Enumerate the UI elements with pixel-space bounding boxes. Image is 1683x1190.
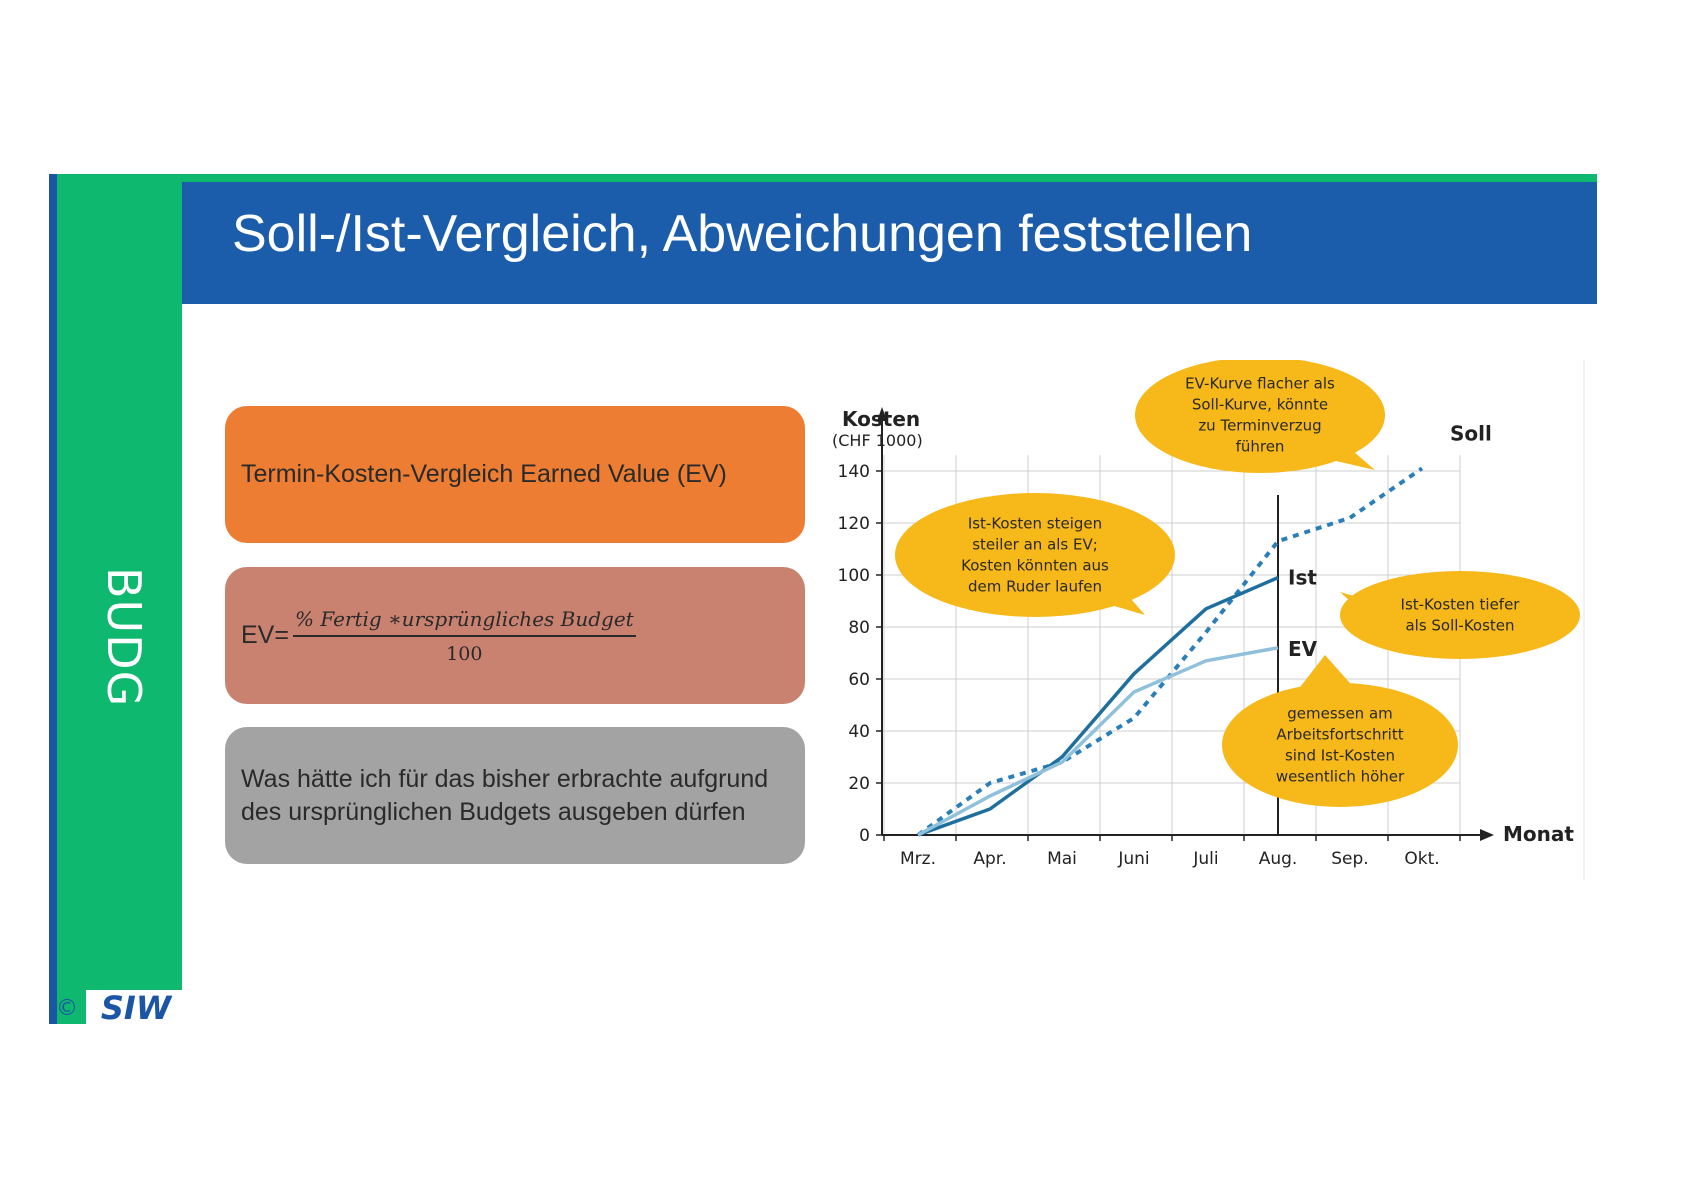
x-axis-title: Monat bbox=[1503, 822, 1574, 846]
callout-arbeit: gemessen am Arbeitsfortschritt sind Ist-Ko… bbox=[1222, 655, 1458, 807]
y-tick-label: 140 bbox=[838, 462, 870, 482]
series-line-ev bbox=[917, 646, 1279, 837]
x-tick-label: Sep. bbox=[1331, 849, 1368, 869]
ev-definition-box: Termin-Kosten-Vergleich Earned Value (EV… bbox=[225, 406, 805, 543]
callout-text-line: führen bbox=[1236, 438, 1285, 456]
side-label: BUDG bbox=[97, 567, 151, 708]
callout-text-line: Soll-Kurve, könnte bbox=[1192, 396, 1328, 414]
y-axis-unit: (CHF 1000) bbox=[832, 431, 923, 450]
callout-text-line: sind Ist-Kosten bbox=[1285, 747, 1395, 765]
y-tick-label: 60 bbox=[848, 670, 870, 690]
callout-text-line: EV-Kurve flacher als bbox=[1185, 375, 1335, 393]
x-tick-label: Mai bbox=[1047, 849, 1077, 869]
callout-text-line: Ist-Kosten steigen bbox=[968, 515, 1102, 533]
y-axis-arrow bbox=[877, 407, 887, 421]
callout-ist_soll: Ist-Kosten tiefer als Soll-Kosten bbox=[1340, 571, 1580, 659]
ev-explanation-box: Was hätte ich für das bisher erbrachte a… bbox=[225, 727, 805, 864]
callout-text-line: Arbeitsfortschritt bbox=[1276, 726, 1403, 744]
earned-value-chart: 0 20 40 60 80 100 120 140 Mrz. Apr. Mai Juni Juli Aug… bbox=[820, 360, 1585, 880]
callout-text-line: wesentlich höher bbox=[1276, 768, 1405, 786]
y-tick-label: 120 bbox=[838, 514, 870, 534]
x-axis-arrow bbox=[1480, 829, 1494, 841]
series-label-soll: Soll bbox=[1450, 421, 1492, 445]
y-tick-label: 40 bbox=[848, 722, 870, 742]
x-tick-label: Juni bbox=[1117, 849, 1149, 869]
x-tick-label: Mrz. bbox=[900, 849, 936, 869]
page-title: Soll-/Ist-Vergleich, Abweichungen festst… bbox=[232, 205, 1253, 263]
ev-explanation-text: Was hätte ich für das bisher erbrachte a… bbox=[241, 764, 769, 826]
x-tick-label: Okt. bbox=[1404, 849, 1439, 869]
callout-soll_ev: EV-Kurve flacher als Soll-Kurve, könnte zu… bbox=[1135, 360, 1385, 473]
y-tick-label: 100 bbox=[838, 566, 870, 586]
series-label-ev: EV bbox=[1288, 637, 1318, 661]
callout-text-line: als Soll-Kosten bbox=[1405, 617, 1514, 635]
ev-formula-prefix: EV= bbox=[241, 621, 289, 649]
siw-logo-mark: SIW bbox=[86, 990, 186, 1024]
callout-bubble bbox=[1222, 683, 1458, 807]
callout-text-line: dem Ruder laufen bbox=[968, 578, 1102, 596]
callout-ist_ev: Ist-Kosten steigen steiler an als EV; Kost… bbox=[895, 493, 1175, 617]
sidebar-band bbox=[49, 174, 182, 1024]
x-tick-label: Aug. bbox=[1259, 849, 1298, 869]
title-accent-line bbox=[182, 174, 1597, 182]
ev-formula-numerator: % Fertig ∗ursprüngliches Budget bbox=[292, 607, 636, 637]
y-axis-title: Kosten bbox=[842, 407, 920, 431]
copyright-symbol: © bbox=[56, 996, 78, 1021]
callout-text-line: steiler an als EV; bbox=[972, 536, 1098, 554]
series-label-ist: Ist bbox=[1288, 566, 1317, 590]
callout-bubble bbox=[1135, 360, 1385, 473]
x-tick-label: Juli bbox=[1192, 849, 1218, 869]
title-bar: Soll-/Ist-Vergleich, Abweichungen festst… bbox=[182, 182, 1597, 304]
ev-formula-denominator: 100 bbox=[446, 642, 483, 665]
ev-formula-fraction: % Fertig ∗ursprüngliches Budget 100 bbox=[292, 607, 636, 665]
callout-bubble bbox=[1340, 571, 1580, 659]
logo-text: SIW bbox=[101, 990, 173, 1024]
company-logo: © SIW bbox=[56, 990, 186, 1024]
ev-definition-text: Termin-Kosten-Vergleich Earned Value (EV… bbox=[241, 460, 727, 488]
x-tick-label: Apr. bbox=[973, 849, 1006, 869]
ev-formula-box: EV= % Fertig ∗ursprüngliches Budget 100 bbox=[225, 567, 805, 704]
callout-text-line: Ist-Kosten tiefer bbox=[1401, 596, 1521, 614]
y-tick-label: 80 bbox=[848, 618, 870, 638]
callout-text-line: gemessen am bbox=[1287, 705, 1393, 723]
callout-text-line: zu Terminverzug bbox=[1198, 417, 1321, 435]
series-line-ist bbox=[917, 575, 1279, 837]
callout-text-line: Kosten könnten aus bbox=[961, 557, 1109, 575]
y-tick-label: 20 bbox=[848, 774, 870, 794]
y-tick-label: 0 bbox=[859, 826, 870, 846]
callout-bubble bbox=[895, 493, 1175, 617]
